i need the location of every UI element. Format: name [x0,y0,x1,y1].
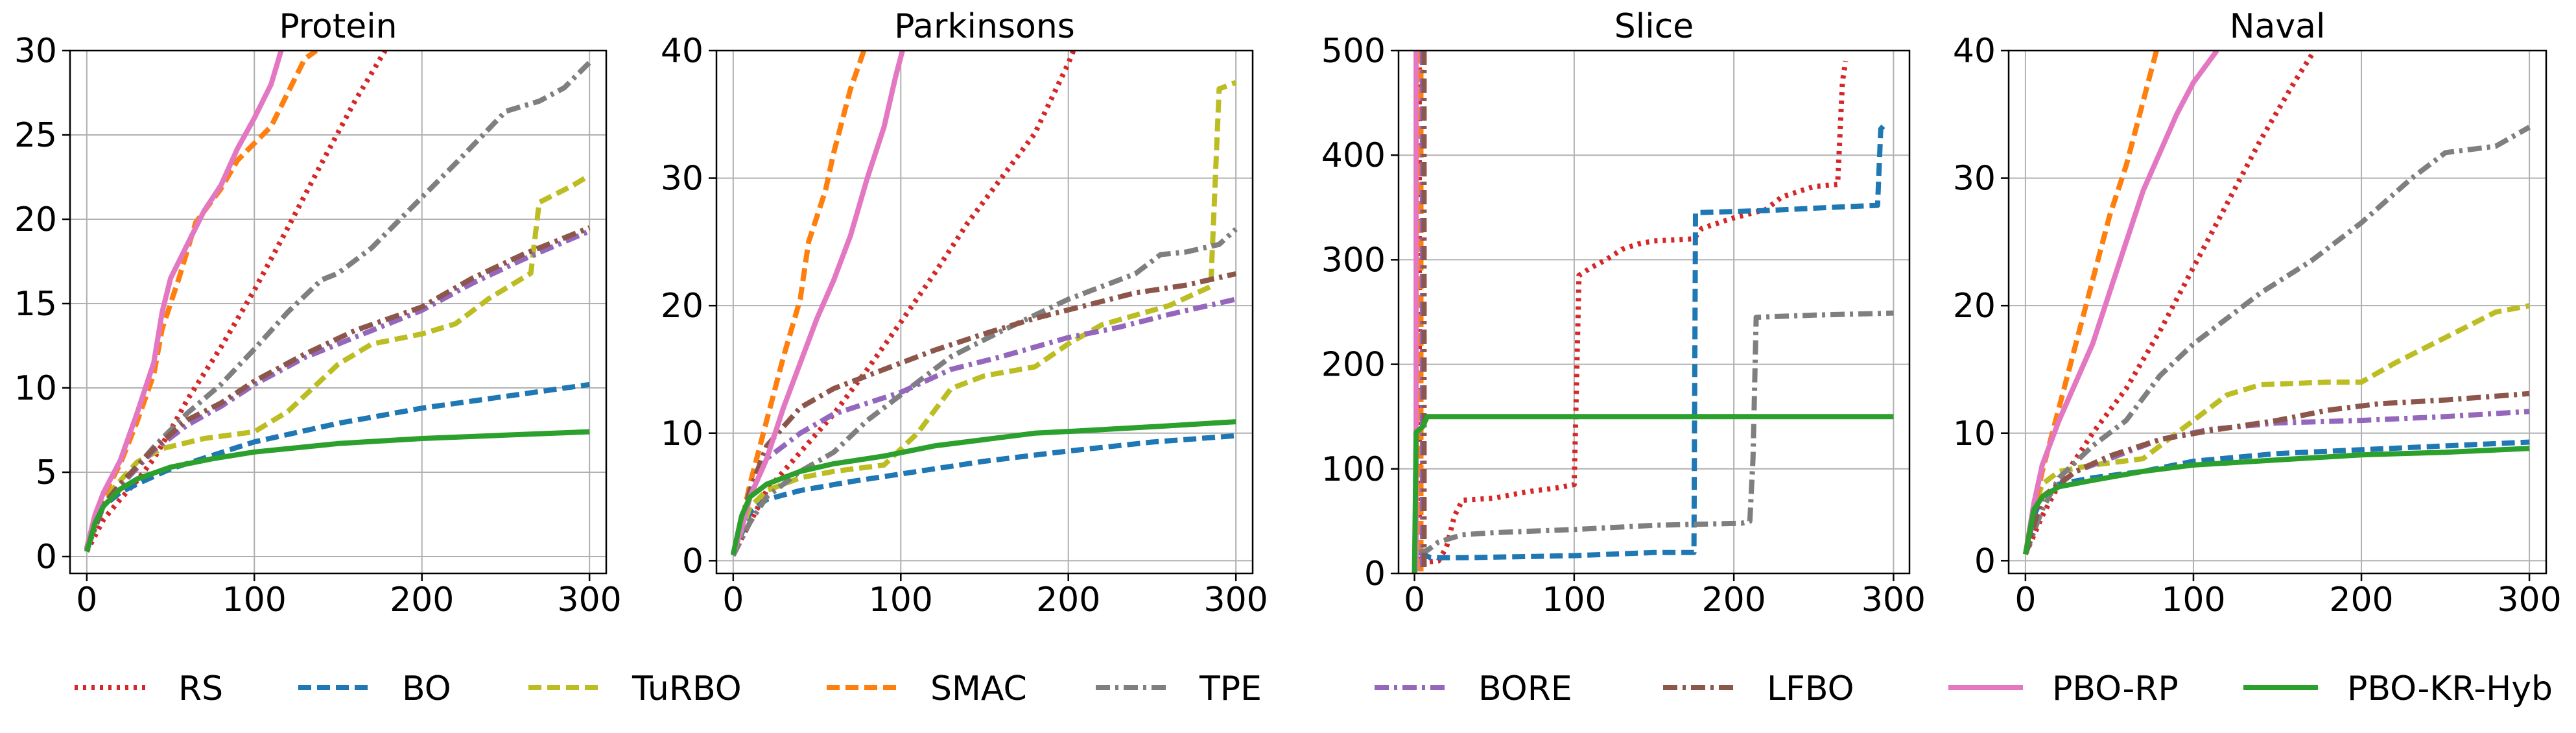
panel-naval: 0 100 200 300 0 10 20 30 40 Naval [1953,7,2562,619]
legend-label: PBO-RP [2052,669,2179,708]
x-tick-label: 300 [2497,581,2561,619]
x-tick-label: 100 [1542,581,1606,619]
legend-label: TuRBO [632,669,742,708]
series-line-turbo [731,80,1237,555]
legend-item-pbo-rp: PBO-RP [1948,669,2179,708]
series-line-bore [84,228,591,551]
panel-parkinsons: 0 100 200 300 0 10 20 30 40 Parkinsons [661,7,1268,619]
x-tick-label: 200 [1701,581,1766,619]
y-tick-label: 300 [1321,241,1386,280]
axes-frame [1397,49,1911,575]
series-line-lfbo [2023,391,2530,555]
panel-protein: 0 100 200 300 0 5 10 15 20 25 30 Protein [14,7,622,619]
y-tick-label: 0 [682,542,703,581]
y-tick-label: 5 [36,453,57,492]
legend-item-rs: RS [75,669,223,708]
x-tick-label: 0 [2015,581,2036,619]
series-line-pbo-kr-hyb [84,429,590,553]
legend-item-pbo-kr-hyb: PBO-KR-Hyb [2243,669,2553,708]
series-line-bo [731,433,1236,557]
y-tick-label: 40 [661,32,703,71]
series-line-pbo-kr-hyb [1412,414,1894,573]
legend-item-tpe: TPE [1096,669,1262,708]
y-tick-label: 400 [1321,136,1386,175]
series-line-turbo [2022,303,2530,555]
panel-slice: 0 100 200 300 0 100 200 300 400 500 Slice [1321,7,1926,619]
x-tick-label: 100 [222,581,287,619]
legend-label: BORE [1478,669,1572,708]
legend-item-smac: SMAC [827,669,1027,708]
series-line-tpe [731,227,1238,557]
series-line-tpe [1418,310,1894,555]
y-tick-label: 20 [14,200,57,239]
legend-label: BO [402,669,451,708]
series-line-turbo [84,173,591,549]
panel-title: Naval [2230,7,2326,46]
x-tick-label: 200 [1036,581,1100,619]
y-tick-label: 25 [14,116,57,155]
x-tick-label: 200 [390,581,454,619]
series-line-rs [731,51,1076,556]
x-tick-label: 200 [2329,581,2393,619]
series-group [2022,51,2531,556]
series-line-smac [84,51,318,549]
series-group [730,51,1238,557]
series-line-pbo-kr-hyb [2022,446,2530,555]
y-tick-label: 500 [1321,32,1386,71]
y-tick-label: 30 [661,160,703,198]
panel-title: Protein [279,7,397,46]
series-line-rs [1417,51,1849,566]
x-tick-label: 300 [1204,581,1268,619]
panel-title: Slice [1614,7,1694,46]
series-line-bo [1418,122,1888,560]
legend-label: RS [178,669,223,708]
panel-title: Parkinsons [894,7,1075,46]
y-tick-label: 10 [14,369,57,408]
y-tick-label: 0 [36,538,57,577]
axes-frame [69,49,608,575]
series-line-pbo-rp [2022,51,2219,555]
y-tick-label: 200 [1321,346,1386,385]
x-tick-label: 100 [869,581,933,619]
x-tick-label: 0 [1404,581,1425,619]
series-line-pbo-kr-hyb [730,419,1236,555]
series-line-rs [2023,51,2317,556]
y-tick-label: 15 [14,285,57,324]
x-tick-label: 100 [2161,581,2225,619]
y-tick-label: 30 [14,32,57,71]
y-tick-label: 20 [661,287,703,326]
y-tick-label: 0 [1364,555,1386,594]
y-tick-label: 0 [1974,542,1996,581]
legend-item-bore: BORE [1375,669,1572,708]
x-tick-label: 300 [558,581,622,619]
x-tick-label: 300 [1861,581,1926,619]
legend-item-turbo: TuRBO [528,669,742,708]
x-tick-label: 0 [76,581,97,619]
legend-label: TPE [1199,669,1262,708]
legend-label: SMAC [930,669,1027,708]
y-tick-label: 10 [661,415,703,453]
series-line-lfbo [730,271,1237,555]
legend-label: PBO-KR-Hyb [2347,669,2553,708]
x-tick-label: 0 [722,581,744,619]
y-tick-label: 10 [1953,415,1996,453]
y-tick-label: 30 [1953,160,1996,198]
legend: RS BO TuRBO SMAC TPE BORE LFBO PBO-RP PBO-KR-Hyb [75,669,2553,708]
series-group [1412,51,1894,573]
legend-item-lfbo: LFBO [1663,669,1854,708]
series-line-tpe [2023,125,2531,555]
series-line-lfbo [84,225,591,551]
axes-frame [2007,49,2547,575]
series-line-pbo-rp [84,51,284,549]
y-tick-label: 20 [1953,287,1996,326]
axes-frame [715,49,1254,575]
y-tick-label: 100 [1321,450,1386,489]
series-line-bo [2022,439,2530,555]
series-group [84,51,592,553]
legend-item-bo: BO [298,669,451,708]
y-tick-label: 40 [1953,32,1996,71]
legend-label: LFBO [1767,669,1854,708]
